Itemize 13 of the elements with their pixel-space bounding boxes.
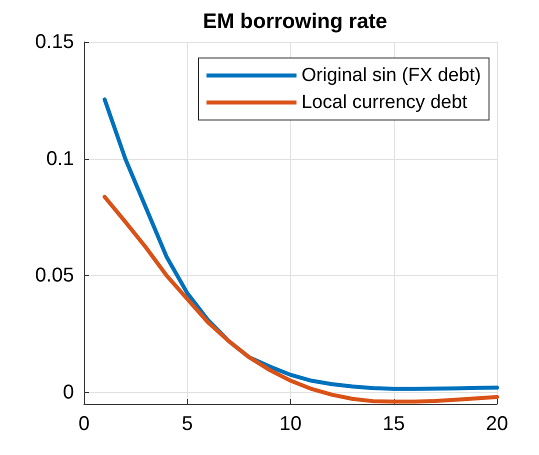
y-tick-label: 0.15 [35, 31, 74, 53]
x-tick-label: 10 [279, 413, 302, 435]
x-tick-label: 15 [382, 413, 405, 435]
x-tick-label: 5 [182, 413, 193, 435]
legend-label: Original sin (FX debt) [301, 65, 482, 86]
x-tick-label: 20 [486, 413, 508, 435]
chart-title: EM borrowing rate [202, 10, 388, 33]
x-tick-label: 0 [78, 413, 90, 435]
y-tick-label: 0.05 [35, 264, 74, 287]
line-series [102, 194, 499, 404]
legend-label: Local currency debt [301, 92, 468, 113]
y-tick-label: 0 [62, 381, 74, 404]
y-tick-label: 0.1 [46, 148, 74, 170]
